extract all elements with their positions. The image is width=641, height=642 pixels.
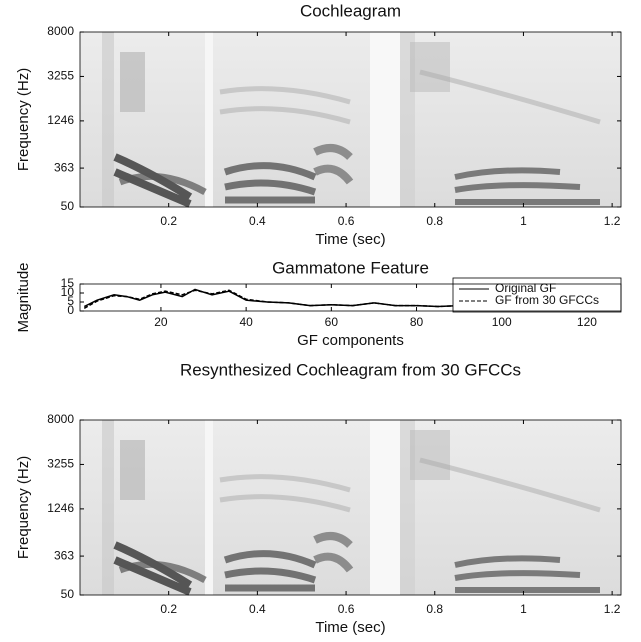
x-tick-label: 0.2 — [160, 602, 177, 616]
y-axis-label: Magnitude — [15, 262, 32, 332]
y-tick-label: 3255 — [47, 457, 74, 471]
x-tick-label: 0.6 — [338, 214, 355, 228]
plot-frame — [79, 419, 622, 596]
spectrogram-texture — [80, 32, 621, 207]
plot-frame — [79, 31, 622, 208]
plot-frame — [79, 283, 622, 312]
x-tick-label: 120 — [577, 315, 597, 329]
x-tick-label: 40 — [239, 315, 253, 329]
x-tick-label: 0.2 — [160, 214, 177, 228]
y-tick-label: 0 — [67, 303, 74, 317]
y-tick-label: 10 — [61, 285, 75, 299]
x-axis-label: GF components — [297, 332, 404, 349]
x-tick-label: 1 — [520, 602, 527, 616]
x-tick-label: 0.4 — [249, 214, 266, 228]
legend-label: GF from 30 GFCCs — [495, 293, 599, 307]
legend-label: Original GF — [495, 281, 556, 295]
y-tick-label: 50 — [61, 199, 75, 213]
y-tick-label: 3255 — [47, 69, 74, 83]
chart-title: Cochleagram — [300, 1, 401, 20]
y-tick-label: 5 — [67, 294, 74, 308]
x-axis-label: Time (sec) — [315, 231, 385, 248]
x-tick-label: 0.6 — [338, 602, 355, 616]
x-tick-label: 100 — [492, 315, 512, 329]
y-tick-label: 8000 — [47, 24, 74, 38]
y-tick-label: 8000 — [47, 412, 74, 426]
x-tick-label: 0.8 — [426, 214, 443, 228]
y-tick-label: 363 — [54, 548, 74, 562]
y-axis-label: Frequency (Hz) — [15, 68, 32, 171]
x-axis-label: Time (sec) — [315, 619, 385, 636]
y-tick-label: 1246 — [47, 501, 74, 515]
chart-title: Resynthesized Cochleagram from 30 GFCCs — [180, 360, 521, 379]
x-tick-label: 80 — [410, 315, 424, 329]
x-tick-label: 60 — [325, 315, 339, 329]
x-tick-label: 0.4 — [249, 602, 266, 616]
y-tick-label: 363 — [54, 160, 74, 174]
x-tick-label: 1.2 — [604, 214, 621, 228]
x-tick-label: 1.2 — [604, 602, 621, 616]
y-tick-label: 50 — [61, 587, 75, 601]
x-tick-label: 0.8 — [426, 602, 443, 616]
chart-title: Gammatone Feature — [272, 258, 429, 277]
x-tick-label: 20 — [154, 315, 168, 329]
y-tick-label: 15 — [61, 276, 75, 290]
spectrogram-texture — [80, 420, 621, 595]
y-tick-label: 1246 — [47, 113, 74, 127]
x-tick-label: 1 — [520, 214, 527, 228]
y-axis-label: Frequency (Hz) — [15, 456, 32, 559]
